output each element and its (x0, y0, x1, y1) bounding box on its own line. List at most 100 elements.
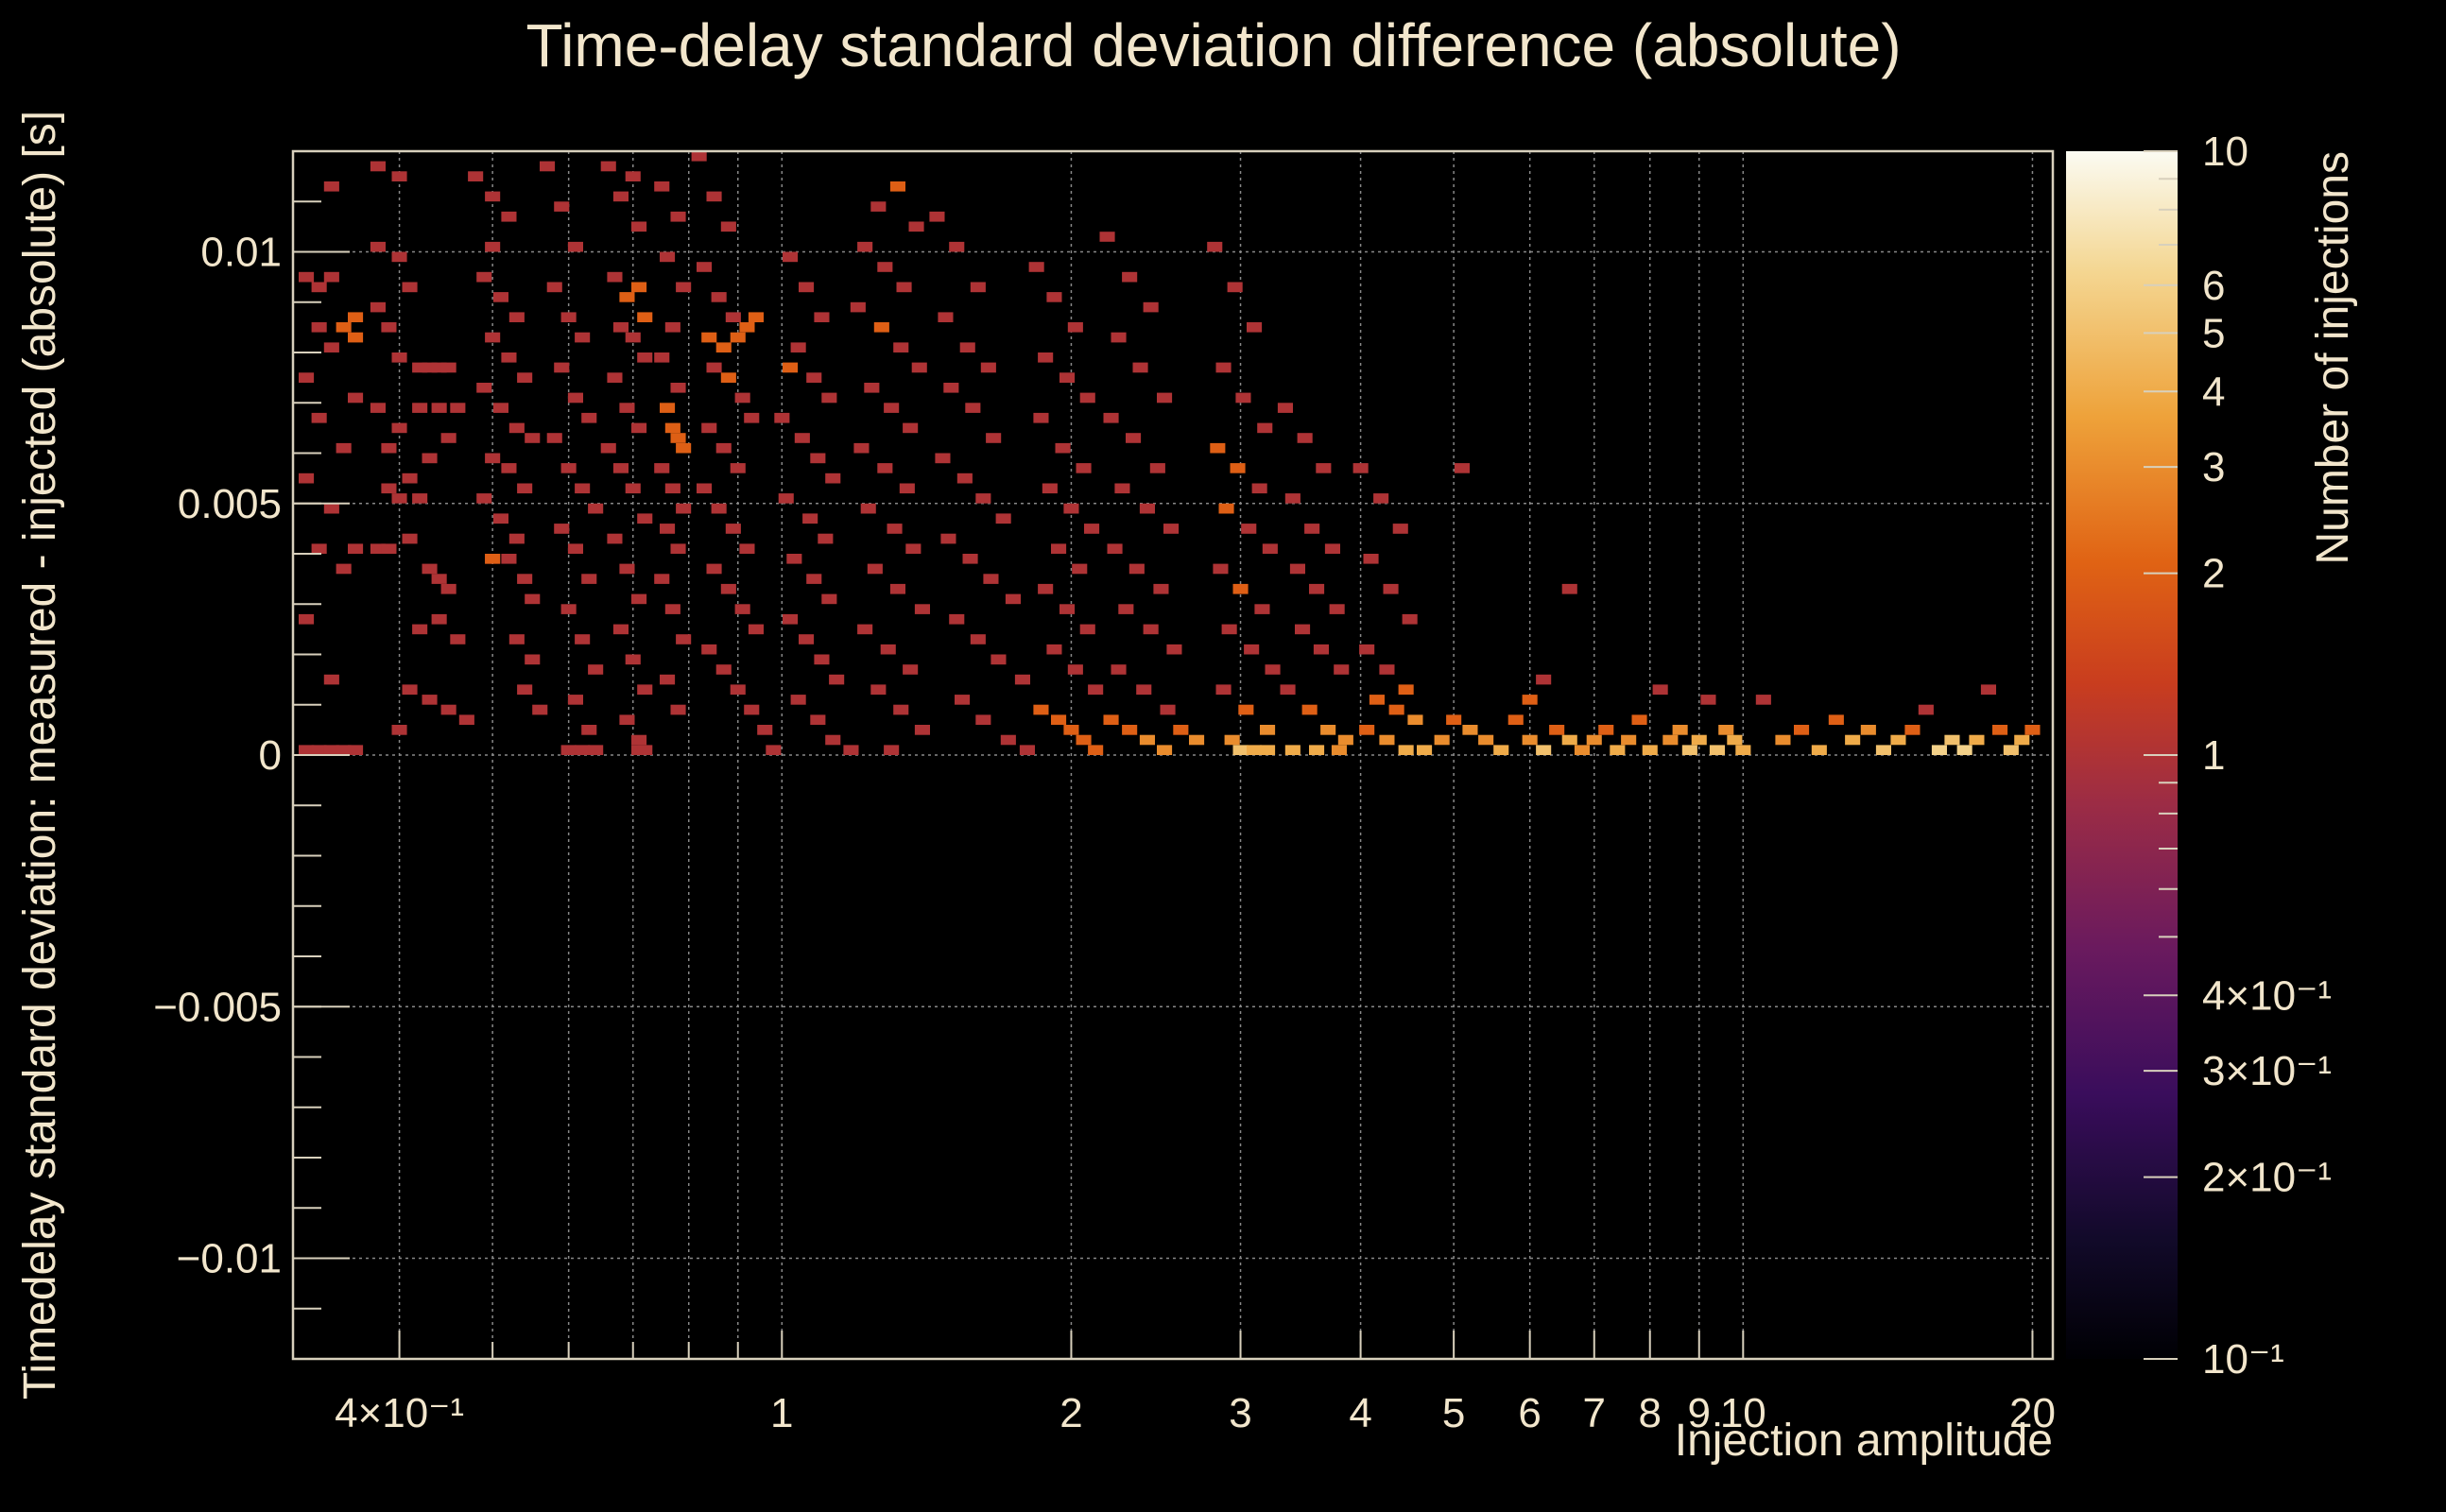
heatmap-cell (720, 372, 736, 383)
heatmap-cell (1143, 624, 1159, 635)
heatmap-cell (1067, 322, 1083, 333)
heatmap-cell (1297, 433, 1313, 443)
heatmap-cell (938, 312, 954, 322)
heatmap-cell (970, 634, 986, 644)
heatmap-cell (1493, 745, 1509, 755)
heatmap-cell (757, 725, 773, 735)
heatmap-cell (631, 221, 647, 232)
heatmap-cell (625, 483, 641, 494)
heatmap-cell (492, 292, 508, 302)
heatmap-cell (1662, 734, 1679, 746)
heatmap-cell (867, 563, 883, 575)
heatmap-cell (631, 734, 647, 746)
heatmap-cell (1088, 745, 1104, 755)
heatmap-cell (1536, 745, 1552, 755)
heatmap-cell (1215, 362, 1232, 373)
heatmap-cell (670, 704, 686, 715)
heatmap-cell (914, 604, 930, 614)
heatmap-cell (802, 513, 818, 524)
heatmap-cell (1828, 714, 1844, 725)
heatmap-cell (1238, 704, 1254, 715)
heatmap-cell (1462, 725, 1478, 735)
heatmap-cell (1055, 442, 1071, 454)
heatmap-cell (501, 352, 517, 363)
heatmap-cell (637, 352, 653, 363)
heatmap-cell (323, 181, 339, 192)
x-axis-label: Injection amplitude (1675, 1416, 2053, 1466)
heatmap-cell (1398, 684, 1414, 696)
heatmap-cell (1313, 644, 1329, 655)
heatmap-cell (575, 483, 591, 494)
heatmap-cell (370, 543, 386, 554)
heatmap-cell (706, 362, 722, 373)
heatmap-cell (612, 463, 629, 473)
heatmap-cell (370, 403, 386, 413)
heatmap-cell (2003, 745, 2019, 755)
heatmap-cell (391, 493, 407, 504)
heatmap-cell (468, 171, 484, 181)
heatmap-cell (1631, 714, 1647, 725)
x-tick-label: 9 (1688, 1390, 1711, 1436)
heatmap-cell (1157, 745, 1173, 755)
heatmap-cell (1260, 725, 1276, 735)
x-tick-label: 7 (1583, 1390, 1606, 1436)
y-axis-label: Timedelay standard deviation: measured -… (15, 111, 65, 1400)
heatmap-cell (575, 745, 591, 755)
heatmap-cell (517, 483, 533, 494)
heatmap-cell (1392, 524, 1408, 534)
heatmap-cell (949, 613, 965, 625)
heatmap-cell (935, 453, 951, 464)
heatmap-cell (783, 362, 799, 373)
heatmap-cell (1324, 543, 1340, 554)
heatmap-cell (810, 453, 826, 464)
heatmap-cell (508, 312, 525, 322)
heatmap-cell (1904, 725, 1921, 735)
x-tick-label: 10 (1720, 1390, 1766, 1436)
heatmap-cell (884, 403, 900, 413)
heatmap-cell (676, 442, 692, 454)
heatmap-cell (1079, 392, 1095, 404)
colorbar-tick-label: 6 (2202, 263, 2225, 309)
heatmap-cell (711, 292, 727, 302)
heatmap-cell (959, 342, 975, 352)
heatmap-cell (715, 342, 732, 352)
heatmap-cell (1735, 745, 1751, 755)
heatmap-cell (450, 403, 466, 413)
heatmap-cell (691, 151, 707, 162)
heatmap-cell (581, 412, 597, 423)
heatmap-cell (853, 442, 870, 454)
heatmap-cell (818, 533, 834, 544)
heatmap-cell (323, 745, 339, 755)
colorbar-tick-label: 4×10⁻¹ (2202, 972, 2332, 1019)
heatmap-cell (1051, 543, 1067, 554)
heatmap-cell (560, 604, 577, 614)
heatmap-cell (873, 322, 889, 333)
heatmap-cell (1574, 745, 1590, 755)
heatmap-cell (1931, 745, 1947, 755)
heatmap-cell (1794, 725, 1810, 735)
colorbar-ticks: 10 65 4 3 2 1 4×10⁻¹ 3×10⁻¹ 2×10⁻¹ 10⁻¹ (2144, 129, 2332, 1383)
heatmap-cell (1454, 463, 1470, 473)
heatmap-cell (1136, 684, 1152, 696)
heatmap-cell (323, 503, 339, 514)
heatmap-cell (660, 251, 676, 263)
heatmap-cell (730, 332, 746, 343)
heatmap-cell (829, 674, 845, 685)
heatmap-cell (581, 725, 597, 735)
heatmap-cell (744, 412, 760, 423)
heatmap-cell (501, 463, 517, 473)
heatmap-cell (1277, 403, 1293, 413)
heatmap-cell (1173, 725, 1189, 735)
heatmap-cell (877, 463, 893, 473)
heatmap-cell (1114, 483, 1130, 494)
heatmap-cell (1227, 282, 1243, 293)
heatmap-cell (1038, 583, 1054, 594)
heatmap-cell (546, 433, 562, 443)
heatmap-cell (1969, 734, 1985, 746)
heatmap-cell (1280, 684, 1296, 696)
heatmap-cell (485, 191, 501, 202)
heatmap-cell (2024, 725, 2041, 735)
heatmap-cell (391, 251, 407, 263)
heatmap-cell (720, 221, 736, 232)
heatmap-cell (440, 583, 456, 594)
